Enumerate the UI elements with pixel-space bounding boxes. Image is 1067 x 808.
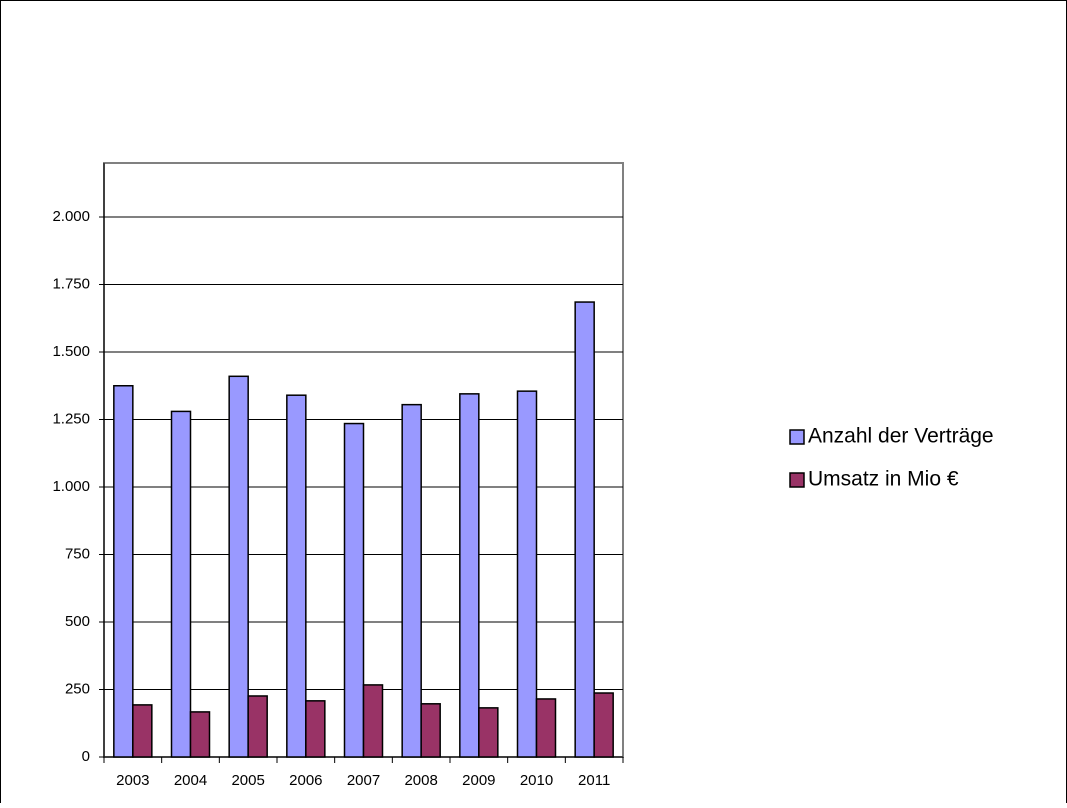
bar bbox=[343, 422, 365, 758]
bar bbox=[535, 698, 557, 758]
y-tick-label: 1.250 bbox=[52, 410, 90, 427]
bar bbox=[247, 695, 268, 758]
legend-label: Umsatz in Mio € bbox=[808, 468, 959, 491]
y-tick-label: 500 bbox=[65, 613, 90, 630]
y-tick-label: 1.500 bbox=[52, 343, 90, 360]
x-tick-label: 2010 bbox=[520, 772, 553, 789]
x-tick-label: 2008 bbox=[404, 772, 437, 789]
bar bbox=[362, 684, 384, 758]
x-tick-label: 2006 bbox=[289, 772, 322, 789]
bar bbox=[189, 711, 211, 758]
bar bbox=[113, 385, 134, 758]
x-tick-label: 2011 bbox=[578, 772, 610, 789]
bar bbox=[305, 700, 326, 758]
y-tick-label: 750 bbox=[65, 545, 90, 562]
y-tick-label: 1.000 bbox=[52, 478, 90, 495]
bar bbox=[478, 707, 499, 758]
bar bbox=[170, 410, 192, 758]
legend-label: Anzahl der Verträge bbox=[808, 425, 994, 448]
bar bbox=[401, 403, 422, 758]
bar bbox=[286, 394, 307, 758]
legend-swatch bbox=[789, 472, 805, 488]
legend-swatch bbox=[789, 429, 805, 445]
y-tick-label: 1.750 bbox=[52, 275, 90, 292]
x-tick-label: 2007 bbox=[347, 772, 380, 789]
bar bbox=[574, 301, 595, 758]
bar bbox=[459, 393, 480, 758]
x-tick-label: 2009 bbox=[462, 772, 495, 789]
y-tick-label: 0 bbox=[82, 748, 90, 765]
bar bbox=[132, 704, 153, 758]
y-tick-label: 2.000 bbox=[52, 208, 90, 225]
x-tick-label: 2004 bbox=[174, 772, 207, 789]
y-tick-label: 250 bbox=[65, 680, 90, 697]
x-tick-label: 2003 bbox=[116, 772, 149, 789]
bar bbox=[516, 390, 538, 758]
bar bbox=[420, 703, 441, 758]
bar bbox=[593, 692, 614, 758]
x-tick-label: 2005 bbox=[231, 772, 264, 789]
bar bbox=[228, 375, 249, 758]
